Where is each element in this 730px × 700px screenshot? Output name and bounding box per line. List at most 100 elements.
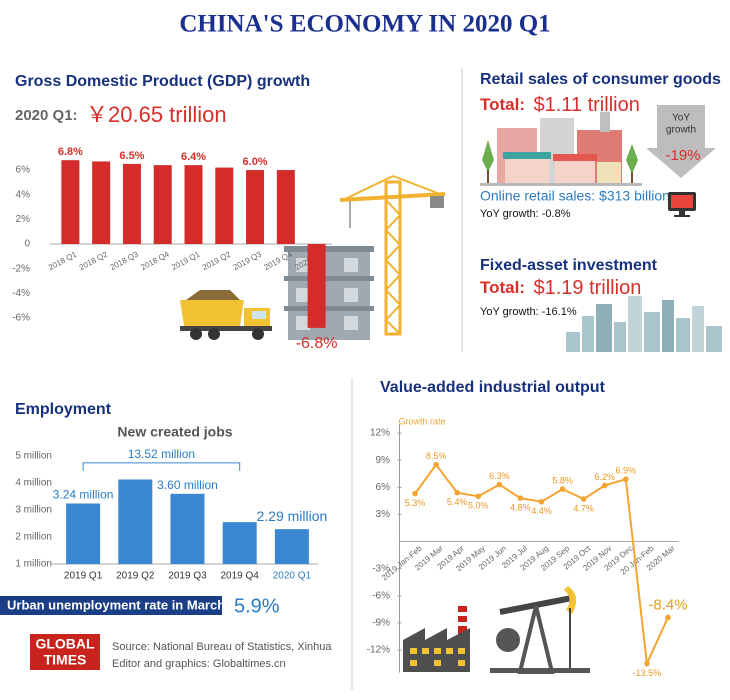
investment-total: Total: $1.19 trillion bbox=[480, 277, 641, 299]
value-label: 3.60 million bbox=[157, 478, 218, 492]
value-label: 6.4% bbox=[181, 151, 206, 163]
down-arrow bbox=[646, 105, 716, 178]
value-label: 8.5% bbox=[426, 451, 447, 461]
point bbox=[580, 496, 587, 502]
point bbox=[623, 476, 629, 482]
x-tick-label: 2018 Q3 bbox=[109, 249, 141, 272]
bar bbox=[307, 244, 326, 328]
value-label: 3.24 million bbox=[53, 488, 114, 502]
y-tick-label: 6% bbox=[376, 482, 391, 493]
bar bbox=[246, 170, 265, 245]
y-tick-label: 3 million bbox=[15, 505, 52, 516]
yoy-label: YoY bbox=[672, 113, 690, 124]
yoy-value: -19% bbox=[665, 147, 700, 164]
bar bbox=[92, 161, 111, 245]
value-label: 6.3% bbox=[489, 471, 510, 481]
unemployment-label: Urban unemployment rate in March bbox=[7, 597, 225, 612]
value-label: 5.8% bbox=[552, 475, 573, 485]
main-title: CHINA'S ECONOMY IN 2020 Q1 bbox=[179, 11, 550, 38]
online-sales: Online retail sales: $313 billion bbox=[480, 188, 670, 204]
y-tick-label: 2% bbox=[16, 214, 31, 225]
bar bbox=[222, 522, 257, 564]
chart-title: Value-added industrial output bbox=[380, 379, 606, 396]
y-tick-label: 3% bbox=[376, 509, 391, 520]
y-tick-label: 5 million bbox=[15, 451, 52, 462]
point bbox=[601, 482, 608, 489]
y-axis-label: Growth rate bbox=[399, 416, 446, 426]
x-tick-label: 2018 Q2 bbox=[78, 249, 110, 272]
x-tick-label: 2019 Q3 bbox=[168, 571, 207, 582]
y-tick-label: -9% bbox=[372, 618, 390, 629]
y-tick-label: 0 bbox=[24, 239, 30, 250]
y-tick-label: 1 million bbox=[15, 559, 52, 570]
point bbox=[665, 614, 671, 621]
value-label: 5.0% bbox=[468, 501, 489, 511]
chart-title: Gross Domestic Product (GDP) growth bbox=[15, 73, 310, 90]
bar bbox=[274, 529, 309, 564]
unemployment-bar bbox=[0, 596, 222, 615]
bar bbox=[66, 503, 101, 564]
gdp-header: 2020 Q1: ￥20.65 trillion bbox=[15, 102, 227, 127]
x-tick-label: 2018 Q4 bbox=[139, 249, 171, 272]
y-tick-label: 4 million bbox=[15, 478, 52, 489]
point bbox=[559, 486, 566, 492]
value-label: 6.2% bbox=[594, 472, 615, 482]
point bbox=[454, 489, 460, 496]
factory-illustration bbox=[403, 606, 470, 672]
value-label: 2.29 million bbox=[256, 508, 327, 524]
retail-total-label: Total: bbox=[480, 95, 525, 114]
retail-title: Retail sales of consumer goods bbox=[480, 71, 721, 88]
logo bbox=[30, 634, 100, 670]
value-label: -6.8% bbox=[296, 335, 338, 352]
chart-title: New created jobs bbox=[117, 424, 232, 440]
value-label: 5.3% bbox=[405, 498, 426, 508]
x-tick-label: 2019 Q3 bbox=[232, 249, 264, 272]
crane-illustration bbox=[339, 175, 446, 336]
annotation: 13.52 million bbox=[128, 447, 195, 461]
x-tick-label: 2018 Q1 bbox=[47, 249, 79, 272]
value-label: 6.5% bbox=[119, 150, 144, 162]
y-tick-label: 2 million bbox=[15, 532, 52, 543]
point bbox=[644, 660, 650, 667]
x-tick-label: 2019 Q1 bbox=[170, 249, 202, 272]
investment-yoy: YoY growth: -16.1% bbox=[480, 306, 577, 318]
investment-title: Fixed-asset investment bbox=[480, 257, 658, 274]
gdp-label: 2020 Q1: bbox=[15, 107, 78, 124]
y-tick-label: -2% bbox=[12, 263, 30, 274]
logo-text: GLOBAL bbox=[35, 636, 95, 652]
point bbox=[412, 490, 418, 497]
y-tick-label: -4% bbox=[12, 288, 30, 299]
value-label: 6.9% bbox=[616, 466, 637, 476]
skyline-illustration bbox=[566, 296, 722, 352]
bar bbox=[118, 479, 153, 564]
bar bbox=[170, 493, 205, 564]
oil-pump-illustration bbox=[490, 586, 590, 674]
value-label: -13.5% bbox=[633, 668, 662, 678]
value-label: 4.4% bbox=[531, 506, 552, 516]
retail-total: Total: $1.11 trillion bbox=[480, 94, 640, 116]
bar bbox=[61, 160, 80, 245]
bar bbox=[153, 165, 172, 245]
building-illustration bbox=[284, 246, 374, 340]
annotation-bracket bbox=[82, 462, 241, 471]
bar bbox=[215, 167, 234, 245]
x-tick-label: 2019 Q2 bbox=[201, 249, 233, 272]
source: Source: National Bureau of Statistics, X… bbox=[112, 641, 332, 653]
monitor-icon bbox=[668, 192, 696, 217]
y-tick-label: -3% bbox=[372, 563, 390, 574]
value-label: 6.8% bbox=[58, 146, 83, 158]
value-label: 6.0% bbox=[243, 156, 268, 168]
point bbox=[517, 495, 524, 501]
x-tick-label: 2020 Q1 bbox=[273, 571, 312, 582]
gdp-value: ￥20.65 trillion bbox=[86, 102, 227, 127]
bar bbox=[184, 165, 203, 245]
unemployment-value: 5.9% bbox=[234, 595, 280, 617]
value-label: 5.4% bbox=[447, 497, 468, 507]
online-yoy: YoY growth: -0.8% bbox=[480, 208, 571, 220]
point bbox=[475, 493, 482, 500]
y-tick-label: 9% bbox=[376, 455, 391, 466]
point bbox=[538, 498, 545, 505]
value-label: 4.8% bbox=[510, 503, 531, 513]
